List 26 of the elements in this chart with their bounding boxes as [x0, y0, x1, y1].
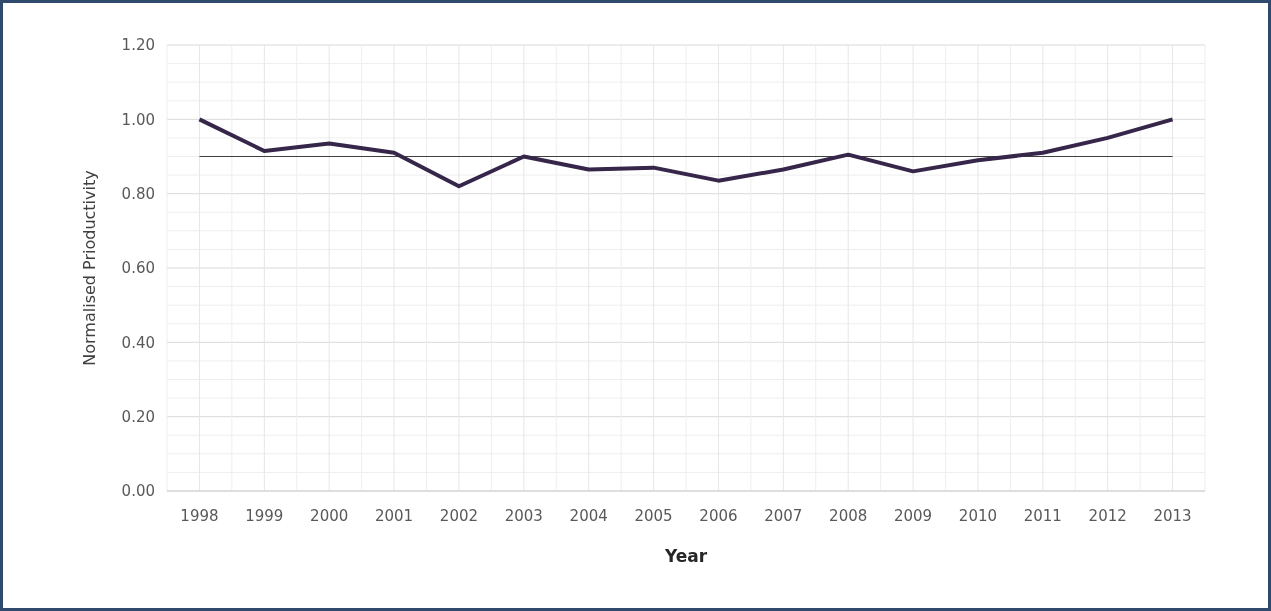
x-tick-label: 2000 — [310, 507, 349, 525]
y-axis-title: Normalised Prioductivity — [80, 170, 99, 366]
x-tick-label: 2001 — [374, 507, 414, 525]
x-tick-label: 2005 — [634, 507, 673, 525]
x-tick-label: 2011 — [1023, 507, 1062, 525]
x-tick-label: 2003 — [504, 507, 543, 525]
x-tick-label: 2008 — [829, 507, 868, 525]
x-tick-label: 2009 — [893, 507, 933, 525]
y-tick-label: 0.80 — [121, 184, 155, 203]
x-tick-label: 2013 — [1153, 507, 1192, 525]
x-tick-label: 1998 — [180, 507, 219, 525]
y-tick-label: 0.20 — [121, 407, 155, 426]
x-tick-label: 2006 — [699, 507, 738, 525]
y-tick-label: 1.00 — [121, 110, 155, 129]
y-tick-label: 0.00 — [121, 482, 155, 501]
line-series — [197, 117, 1175, 189]
y-tick-label: 0.40 — [121, 333, 155, 352]
x-tick-label: 2002 — [439, 507, 479, 525]
x-tick-label: 2004 — [569, 507, 608, 525]
x-tick-label: 2010 — [958, 507, 998, 525]
x-axis-title: Year — [663, 546, 708, 566]
y-tick-label: 1.20 — [121, 36, 155, 55]
x-tick-label: 1999 — [245, 507, 284, 525]
x-tick-label: 2012 — [1088, 507, 1127, 525]
x-tick-label: 2007 — [764, 507, 803, 525]
y-tick-label: 0.60 — [121, 259, 155, 278]
